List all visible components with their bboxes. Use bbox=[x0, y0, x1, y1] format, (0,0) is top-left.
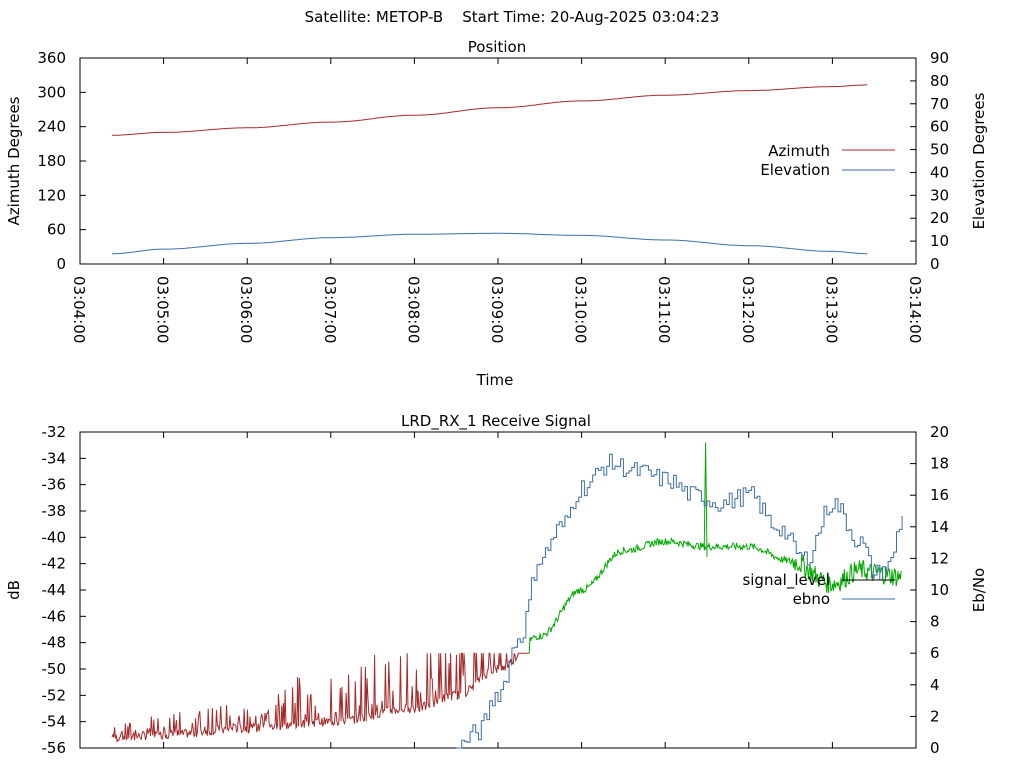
y2-tick-label: 0 bbox=[930, 255, 940, 273]
y-tick-label: 0 bbox=[56, 255, 66, 273]
db-tick-label: -36 bbox=[42, 476, 67, 494]
ebno-tick-label: 0 bbox=[930, 739, 940, 757]
ebno-tick-label: 10 bbox=[930, 581, 949, 599]
position-series bbox=[111, 84, 868, 255]
receive-signal-chart-title: LRD_RX_1 Receive Signal bbox=[401, 412, 591, 431]
elevation-axis-label: Elevation Degrees bbox=[970, 92, 988, 229]
y-tick-label: 300 bbox=[37, 83, 66, 101]
ebno-axis-label: Eb/No bbox=[970, 568, 988, 612]
y2-tick-label: 70 bbox=[930, 95, 949, 113]
x-tick-label: 03:07:00 bbox=[321, 276, 339, 343]
ebno-line bbox=[456, 453, 903, 749]
receive-series bbox=[111, 442, 903, 749]
position-chart: Position 0 60 120 180 240 300 360 0 10 20 30 40 50 6… bbox=[5, 38, 988, 389]
db-tick-label: -44 bbox=[42, 581, 67, 599]
elevation-line bbox=[112, 232, 868, 255]
receive-x-axis bbox=[79, 432, 917, 748]
db-tick-label: -52 bbox=[42, 686, 67, 704]
signal-level-strong-line bbox=[528, 536, 902, 654]
y2-tick-label: 90 bbox=[930, 49, 949, 67]
legend-ebno-label: ebno bbox=[793, 590, 830, 608]
position-left-axis: 0 60 120 180 240 300 360 bbox=[37, 49, 86, 273]
legend-signal-level-label: signal_level bbox=[742, 571, 830, 590]
ebno-tick-label: 12 bbox=[930, 549, 949, 567]
signal-level-spike bbox=[703, 442, 708, 558]
ebno-tick-label: 18 bbox=[930, 455, 949, 473]
x-tick-label: 03:08:00 bbox=[404, 276, 422, 343]
db-tick-label: -38 bbox=[42, 502, 67, 520]
db-tick-label: -34 bbox=[42, 449, 67, 467]
time-axis-label: Time bbox=[476, 371, 514, 389]
x-tick-label: 03:11:00 bbox=[655, 276, 673, 343]
y2-tick-label: 30 bbox=[930, 186, 949, 204]
legend-azimuth-label: Azimuth bbox=[768, 142, 830, 160]
y2-tick-label: 60 bbox=[930, 118, 949, 136]
y-tick-label: 180 bbox=[37, 152, 66, 170]
db-tick-label: -40 bbox=[42, 528, 67, 546]
y2-tick-label: 80 bbox=[930, 72, 949, 90]
signal-level-weak-line bbox=[111, 652, 530, 743]
y2-tick-label: 10 bbox=[930, 232, 949, 250]
azimuth-axis-label: Azimuth Degrees bbox=[5, 96, 23, 225]
x-tick-label: 03:13:00 bbox=[822, 276, 840, 343]
chart-main-title: Satellite: METOP-B Start Time: 20-Aug-20… bbox=[305, 8, 720, 26]
ebno-tick-label: 20 bbox=[930, 423, 949, 441]
legend-elevation-label: Elevation bbox=[760, 161, 830, 179]
db-axis-label: dB bbox=[5, 580, 23, 600]
ebno-tick-label: 14 bbox=[930, 518, 949, 536]
db-tick-label: -56 bbox=[42, 739, 67, 757]
y2-tick-label: 40 bbox=[930, 163, 949, 181]
ebno-axis: 0 2 4 6 8 10 12 14 16 18 20 bbox=[910, 423, 949, 757]
y-tick-label: 60 bbox=[47, 221, 66, 239]
ebno-tick-label: 2 bbox=[930, 707, 940, 725]
position-legend: Azimuth Elevation bbox=[760, 142, 895, 179]
db-tick-label: -46 bbox=[42, 607, 67, 625]
receive-legend: signal_level ebno bbox=[742, 571, 895, 608]
x-tick-label: 03:14:00 bbox=[906, 276, 924, 343]
x-tick-label: 03:05:00 bbox=[154, 276, 172, 343]
position-x-axis: 03:04:00 03:05:00 03:06:00 03:07:00 03:08:00… bbox=[70, 58, 924, 343]
db-tick-label: -42 bbox=[42, 555, 67, 573]
db-axis: -32 -34 -36 -38 -40 -42 -44 -46 -48 -50 -52 -54 -56 bbox=[42, 423, 86, 757]
x-tick-label: 03:10:00 bbox=[572, 276, 590, 343]
db-tick-label: -50 bbox=[42, 660, 67, 678]
ebno-tick-label: 4 bbox=[930, 676, 940, 694]
x-tick-label: 03:06:00 bbox=[237, 276, 255, 343]
y2-tick-label: 20 bbox=[930, 209, 949, 227]
db-tick-label: -32 bbox=[42, 423, 67, 441]
y-tick-label: 120 bbox=[37, 186, 66, 204]
x-tick-label: 03:09:00 bbox=[488, 276, 506, 343]
ebno-tick-label: 6 bbox=[930, 644, 940, 662]
db-tick-label: -48 bbox=[42, 634, 67, 652]
y-tick-label: 360 bbox=[37, 49, 66, 67]
position-chart-title: Position bbox=[468, 38, 526, 56]
position-right-axis: 0 10 20 30 40 50 60 70 80 90 bbox=[910, 49, 949, 273]
azimuth-line bbox=[111, 84, 868, 136]
ebno-tick-label: 16 bbox=[930, 486, 949, 504]
x-tick-label: 03:12:00 bbox=[739, 276, 757, 343]
db-tick-label: -54 bbox=[42, 713, 67, 731]
y-tick-label: 240 bbox=[37, 118, 66, 136]
x-tick-label: 03:04:00 bbox=[70, 276, 88, 343]
ebno-tick-label: 8 bbox=[930, 613, 940, 631]
receive-signal-chart: LRD_RX_1 Receive Signal -32-34-36-38-40-… bbox=[5, 412, 988, 757]
y2-tick-label: 50 bbox=[930, 141, 949, 159]
